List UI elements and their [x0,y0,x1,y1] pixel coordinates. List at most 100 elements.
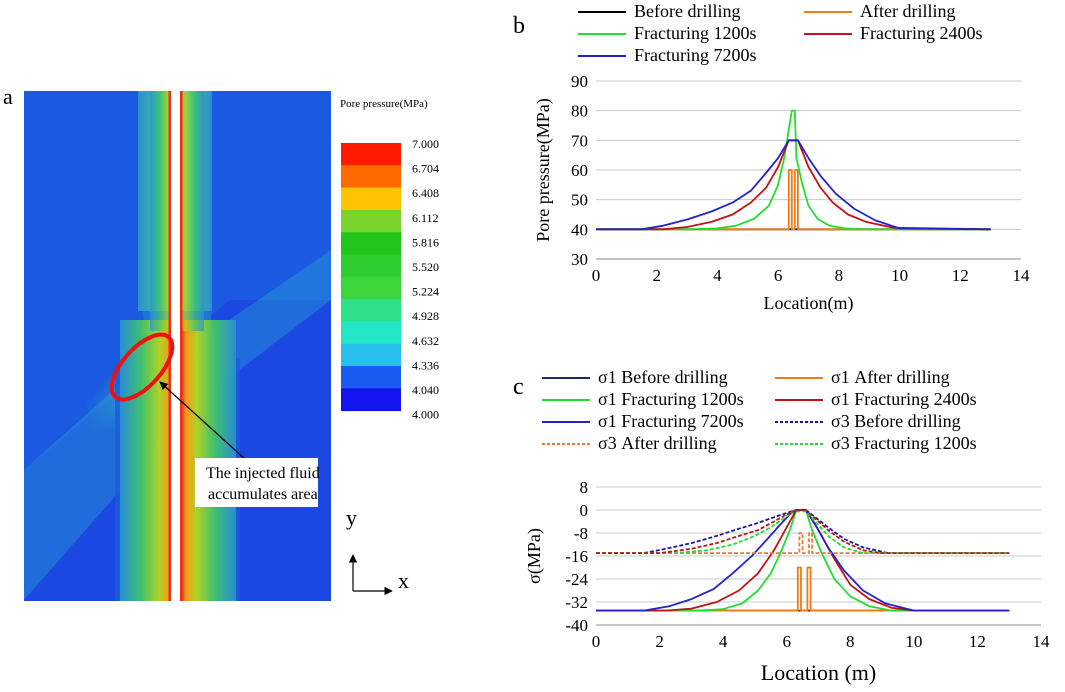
y-axis-title: σ(MPa) [524,528,545,584]
colorbar-tick-label: 5.224 [412,285,439,299]
colorbar-tick-label: 6.112 [412,211,439,225]
legend-label-0: Before drilling [634,1,740,21]
colorbar-tick-label: 4.632 [412,334,439,348]
y-tick-label: -40 [565,616,588,635]
colorbar-swatch [341,209,401,233]
y-tick-label: 70 [571,131,588,150]
colorbar-tick-label: 4.928 [412,309,439,323]
x-tick-label: 4 [719,632,728,651]
series-line-4 [596,139,991,231]
x-tick-label: 0 [592,632,601,651]
colorbar-tick-label: 4.040 [412,383,439,397]
panel-label-a: a [3,84,13,109]
y-tick-label: 80 [571,102,588,121]
x-tick-label: 14 [1033,632,1051,651]
panel-label-b: b [513,13,525,39]
series-line-8 [596,509,1010,554]
axis-label-y: y [346,505,357,530]
y-tick-label: -32 [565,593,588,612]
pressure-field-image [24,91,331,601]
series-line-5 [596,509,1010,554]
colorbar-swatch [341,276,401,300]
x-tick-label: 10 [891,266,908,285]
x-tick-label: 8 [846,632,855,651]
colorbar-swatch [341,254,401,278]
x-tick-label: 0 [592,266,601,285]
y-tick-label: 60 [571,161,588,180]
colorbar-swatch [341,321,401,345]
y-tick-label: -24 [565,570,588,589]
x-tick-label: 14 [1013,266,1031,285]
colorbar-swatch [341,232,401,255]
wellbore-right-wall [180,91,183,601]
series-line-1 [596,169,991,231]
colorbar-title: Pore pressure(MPa) [340,98,428,110]
legend-label-2: Fracturing 1200s [634,23,756,43]
series-line-4 [596,509,1010,612]
annotation-arrow [159,381,247,461]
x-tick-label: 6 [782,632,791,651]
y-tick-label: 8 [580,478,589,497]
wellbore-left-wall [168,91,171,601]
legend-label-1: σ1 After drilling [831,367,950,387]
colorbar-tick-label: 6.408 [412,186,439,200]
colorbar-swatch [341,187,401,211]
legend-label-3: σ1 Fracturing 2400s [831,389,977,409]
annotation-text-line2: accumulates area [208,486,318,503]
panel-a-contour: a The injected fluid accumulates area Po… [3,84,439,601]
x-axis-title: Location (m) [761,660,876,685]
y-tick-label: 0 [580,501,589,520]
legend-label-7: σ3 Fracturing 1200s [831,433,977,453]
colorbar-tick-label: 5.520 [412,260,439,274]
colorbar-tick-label: 7.000 [412,137,439,151]
series-line-6 [596,532,1010,554]
y-tick-label: 30 [571,250,588,269]
x-tick-label: 4 [713,266,722,285]
legend-label-1: After drilling [860,1,955,21]
series-line-2 [596,509,1010,612]
x-tick-label: 12 [952,266,969,285]
x-tick-label: 2 [652,266,661,285]
legend-label-0: σ1 Before drilling [598,367,728,387]
y-tick-label: -16 [565,547,588,566]
series-line-7 [596,510,1010,554]
colorbar-tick-label: 4.336 [412,358,439,372]
x-tick-label: 12 [969,632,986,651]
legend-label-4: Fracturing 7200s [634,45,756,65]
colorbar-tick-label: 5.816 [412,235,439,249]
colorbar-tick-label: 4.000 [412,408,439,422]
legend-label-2: σ1 Fracturing 1200s [598,389,744,409]
colorbar: 7.000 6.704 6.408 6.112 5.816 5.520 5.224 4.928… [341,137,439,422]
x-tick-label: 8 [835,266,844,285]
y-tick-label: -8 [574,524,588,543]
legend-label-6: σ3 After drilling [598,433,717,453]
colorbar-swatch [341,299,401,322]
series-line-3 [596,139,991,231]
x-tick-label: 10 [905,632,922,651]
panel-label-c: c [513,374,524,400]
x-tick-label: 2 [655,632,664,651]
series-line-1 [596,566,1010,612]
colorbar-swatch [341,165,401,189]
legend-label-3: Fracturing 2400s [860,23,982,43]
colorbar-tick-label: 6.704 [412,162,439,176]
wellbore [171,91,180,601]
y-tick-label: 90 [571,72,588,91]
annotation-text-line1: The injected fluid [206,465,320,482]
accumulation-ellipse [109,332,175,402]
y-tick-label: 50 [571,191,588,210]
axis-label-x: x [398,568,409,593]
colorbar-swatch [341,366,401,389]
legend-label-5: σ3 Before drilling [831,411,961,431]
colorbar-swatch [341,143,401,166]
colorbar-swatch [341,388,401,412]
y-axis-title: Pore pressure(MPa) [533,98,554,241]
x-tick-label: 6 [774,266,783,285]
annotation-box [195,458,318,507]
legend-label-4: σ1 Fracturing 7200s [598,411,744,431]
x-axis-title: Location(m) [764,293,854,314]
series-line-3 [596,509,1010,612]
y-tick-label: 40 [571,220,588,239]
